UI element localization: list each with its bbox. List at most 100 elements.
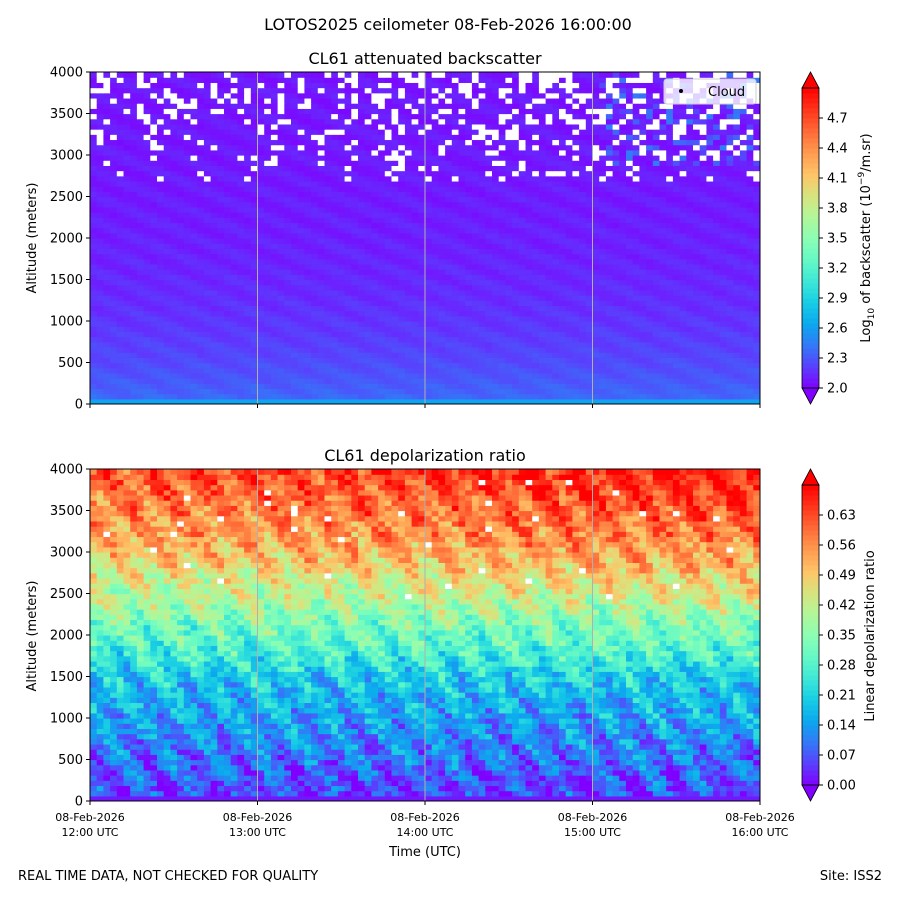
heatmap-cell bbox=[626, 212, 634, 218]
heatmap-cell bbox=[619, 253, 627, 260]
heatmap-cell bbox=[646, 326, 654, 332]
heatmap-cell bbox=[197, 149, 205, 156]
heatmap-cell bbox=[270, 238, 279, 244]
heatmap-cell bbox=[270, 212, 279, 218]
heatmap-cell bbox=[183, 165, 192, 172]
heatmap-cell bbox=[170, 144, 178, 151]
heatmap-cell bbox=[572, 201, 580, 208]
heatmap-cell bbox=[103, 222, 111, 229]
heatmap-cell bbox=[136, 289, 145, 296]
heatmap-cell bbox=[739, 388, 748, 395]
heatmap-cell bbox=[666, 227, 674, 234]
heatmap-cell bbox=[532, 346, 540, 353]
heatmap-cell bbox=[585, 263, 594, 270]
heatmap-cell bbox=[217, 253, 225, 260]
heatmap-cell bbox=[646, 300, 654, 307]
heatmap-cell bbox=[110, 367, 118, 374]
heatmap-cell bbox=[445, 243, 453, 249]
heatmap-cell bbox=[277, 336, 285, 343]
heatmap-cell bbox=[237, 165, 245, 172]
heatmap-cell bbox=[512, 160, 520, 166]
heatmap-cell bbox=[130, 388, 138, 395]
heatmap-cell bbox=[552, 300, 560, 307]
heatmap-cell bbox=[565, 149, 573, 156]
heatmap-cell bbox=[230, 398, 238, 404]
heatmap-cell bbox=[693, 378, 701, 384]
heatmap-cell bbox=[579, 305, 587, 312]
heatmap-cell bbox=[525, 300, 533, 307]
heatmap-cell bbox=[177, 295, 185, 301]
heatmap-cell bbox=[485, 393, 493, 400]
heatmap-cell bbox=[512, 383, 520, 390]
heatmap-cell bbox=[471, 372, 480, 379]
heatmap-cell bbox=[518, 269, 527, 275]
heatmap-cell bbox=[471, 196, 480, 203]
heatmap-cell bbox=[585, 388, 594, 395]
heatmap-cell bbox=[565, 289, 573, 296]
heatmap-cell bbox=[190, 217, 198, 224]
heatmap-cell bbox=[297, 346, 305, 353]
heatmap-cell bbox=[632, 222, 640, 229]
heatmap-cell bbox=[465, 341, 473, 348]
heatmap-cell bbox=[733, 180, 741, 187]
heatmap-cell bbox=[351, 331, 359, 338]
heatmap-cell bbox=[652, 149, 661, 156]
heatmap-cell bbox=[143, 310, 151, 317]
heatmap-cell bbox=[538, 341, 547, 348]
heatmap-cell bbox=[264, 155, 272, 161]
heatmap-cell bbox=[136, 341, 145, 348]
heatmap-cell bbox=[431, 170, 439, 177]
heatmap-cell bbox=[130, 175, 138, 182]
heatmap-cell bbox=[364, 144, 372, 151]
heatmap-cell bbox=[646, 269, 654, 275]
heatmap-cell bbox=[291, 326, 299, 332]
heatmap-cell bbox=[197, 341, 205, 348]
heatmap-cell bbox=[257, 155, 265, 161]
heatmap-cell bbox=[297, 144, 305, 151]
heatmap-cell bbox=[753, 201, 760, 208]
heatmap-cell bbox=[686, 362, 694, 369]
heatmap-cell bbox=[538, 206, 547, 213]
heatmap-cell bbox=[244, 383, 252, 390]
heatmap-cell bbox=[270, 300, 279, 307]
heatmap-cell bbox=[579, 227, 587, 234]
heatmap-cell bbox=[458, 212, 466, 218]
heatmap-cell bbox=[518, 165, 527, 172]
heatmap-cell bbox=[485, 222, 493, 229]
heatmap-cell bbox=[358, 258, 366, 265]
heatmap-cell bbox=[679, 305, 687, 312]
heatmap-cell bbox=[632, 149, 640, 156]
heatmap-cell bbox=[297, 170, 305, 177]
heatmap-cell bbox=[418, 144, 426, 151]
heatmap-cell bbox=[498, 191, 506, 198]
heatmap-cell bbox=[538, 165, 547, 172]
heatmap-cell bbox=[659, 263, 667, 270]
heatmap-cell bbox=[291, 274, 299, 281]
heatmap-cell bbox=[304, 170, 312, 177]
heatmap-cell bbox=[210, 165, 218, 172]
heatmap-cell bbox=[384, 372, 393, 379]
heatmap-cell bbox=[572, 212, 580, 218]
heatmap-cell bbox=[103, 310, 111, 317]
heatmap-cell bbox=[733, 206, 741, 213]
heatmap-cell bbox=[337, 227, 346, 234]
heatmap-cell bbox=[646, 165, 654, 172]
heatmap-cell bbox=[150, 222, 158, 229]
heatmap-cell bbox=[605, 310, 614, 317]
heatmap-cell bbox=[317, 217, 326, 224]
heatmap-cell bbox=[197, 160, 205, 166]
heatmap-cell bbox=[679, 378, 687, 384]
heatmap-cell bbox=[592, 227, 600, 234]
heatmap-cell bbox=[485, 331, 493, 338]
heatmap-cell bbox=[672, 388, 681, 395]
heatmap-cell bbox=[358, 393, 366, 400]
heatmap-cell bbox=[351, 321, 359, 327]
heatmap-cell bbox=[545, 315, 553, 322]
heatmap-cell bbox=[384, 201, 393, 208]
heatmap-cell bbox=[612, 227, 620, 234]
heatmap-cell bbox=[190, 357, 198, 364]
heatmap-cell bbox=[592, 269, 600, 275]
heatmap-cell bbox=[666, 186, 674, 192]
heatmap-cell bbox=[404, 289, 413, 296]
heatmap-cell bbox=[498, 258, 506, 265]
